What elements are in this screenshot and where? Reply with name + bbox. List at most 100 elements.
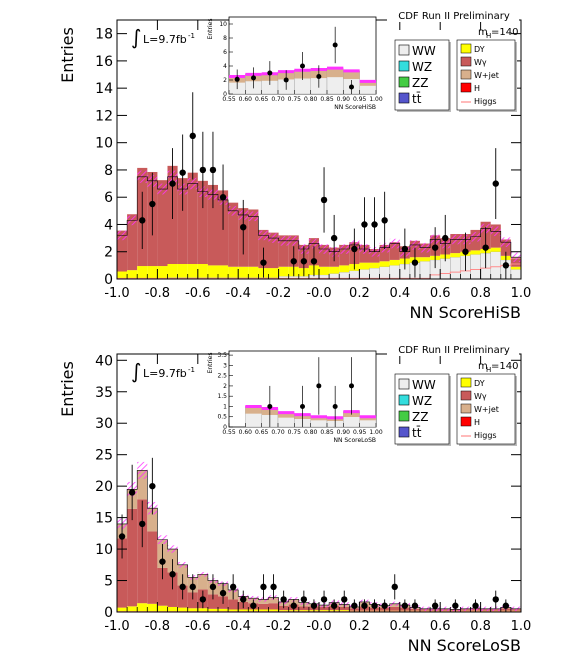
inset-y-tick-label-4: 8 (223, 35, 227, 42)
bin-wgamma-27 (390, 607, 400, 611)
data-point-31 (452, 603, 458, 609)
legend-swatch-r0 (461, 44, 471, 53)
inset-data-point-4 (300, 64, 305, 69)
inset-x-tick-label-1: 0.60 (239, 429, 253, 436)
inset-y-tick-label-1: 0.5 (217, 414, 227, 421)
x-tick-label-7: 0.4 (389, 286, 410, 301)
inset-y-tick-label-0: 0 (223, 91, 227, 98)
legend-swatch-r1 (461, 391, 471, 400)
bin-dy-5 (168, 607, 178, 611)
legend-swatch-0 (399, 45, 409, 55)
inset-data-point-2 (316, 383, 321, 388)
data-point-4 (159, 558, 165, 564)
data-point-12 (311, 258, 317, 264)
data-point-15 (351, 246, 357, 252)
inset-x-tick-label-4: 0.75 (288, 429, 302, 436)
bin-dy-11 (228, 267, 238, 278)
bin-wgamma-3 (147, 531, 157, 603)
inset-x-tick-label-7: 0.90 (337, 96, 351, 103)
x-tick-label-8: 0.6 (430, 286, 451, 301)
bin-dy-16 (279, 267, 289, 277)
legend-label-2: ZZ (412, 410, 428, 424)
data-point-29 (412, 603, 418, 609)
y-tick-label-6: 12 (95, 108, 113, 124)
inset-y-tick-label-0: 0 (223, 424, 227, 431)
x-axis-label: NN ScoreHiSB (410, 303, 521, 322)
y-tick-label-7: 14 (95, 81, 113, 97)
bin-dy-10 (218, 265, 228, 277)
inset-x-tick-label-5: 0.80 (304, 429, 318, 436)
bin-dy-33 (450, 253, 460, 257)
bin-dy-25 (370, 263, 380, 268)
data-point-1 (149, 201, 155, 207)
x-tick-label-9: 0.8 (470, 619, 491, 634)
inset-x-tick-label-8: 0.95 (353, 429, 367, 436)
bin-dy-39 (511, 267, 521, 270)
bin-ww-30 (420, 261, 430, 279)
bin-ww-26 (380, 267, 390, 279)
x-tick-label-7: 0.4 (389, 619, 410, 634)
legend-swatch-2 (399, 77, 409, 87)
x-tick-label-2: -0.6 (185, 619, 210, 634)
x-tick-label-3: -0.4 (226, 286, 251, 301)
data-point-19 (311, 603, 317, 609)
inset-data-point-7 (349, 85, 354, 90)
data-point-16 (280, 596, 286, 602)
data-point-3 (149, 483, 155, 489)
data-point-2 (169, 180, 175, 186)
bin-dy-12 (238, 609, 248, 611)
data-point-5 (200, 167, 206, 173)
bin-dy-8 (198, 264, 208, 278)
x-tick-label-1: -0.8 (145, 286, 170, 301)
bin-dy-3 (147, 266, 157, 278)
inset-x-tick-label-6: 0.85 (320, 96, 334, 103)
data-point-26 (503, 262, 509, 268)
data-point-10 (291, 258, 297, 264)
legend-label-1: WZ (412, 394, 432, 408)
inset-y-axis-label: Entries (207, 19, 214, 40)
data-point-14 (260, 584, 266, 590)
integral-symbol: ∫ (131, 359, 141, 383)
legend-swatch-2 (399, 411, 409, 421)
bin-dy-0 (117, 272, 127, 279)
data-point-3 (179, 169, 185, 175)
bin-dy-13 (248, 267, 258, 278)
bin-dy-2 (137, 266, 147, 278)
x-tick-label-4: -0.2 (266, 619, 291, 634)
bin-dy-9 (208, 609, 218, 612)
data-point-17 (371, 221, 377, 227)
inset-x-tick-label-7: 0.90 (337, 429, 351, 436)
x-axis-label: NN ScoreLoSB (408, 636, 521, 655)
legend-swatch-r3 (461, 83, 471, 92)
data-point-2 (139, 521, 145, 527)
bin-dy-4 (157, 266, 167, 278)
x-tick-label-6: 0.2 (349, 619, 370, 634)
inset-data-point-1 (251, 75, 256, 80)
bin-dy-27 (390, 260, 400, 265)
bin-dy-35 (471, 250, 481, 254)
data-point-0 (139, 217, 145, 223)
data-point-33 (493, 596, 499, 602)
data-point-20 (321, 596, 327, 602)
legend-label-0: WW (412, 378, 436, 392)
bin-ww-32 (440, 259, 450, 279)
chart-title: CDF Run II Preliminary (398, 345, 510, 356)
data-point-13 (321, 197, 327, 203)
data-point-25 (493, 180, 499, 186)
bin-dy-1 (127, 270, 137, 278)
data-point-30 (432, 603, 438, 609)
bin-dy-9 (208, 265, 218, 277)
bin-dy-21 (329, 267, 339, 274)
data-point-5 (169, 571, 175, 577)
legend-label-r4: Higgs (474, 97, 497, 106)
x-tick-label-4: -0.2 (266, 286, 291, 301)
data-point-17 (291, 603, 297, 609)
y-tick-label-0: 0 (104, 272, 113, 288)
bin-dy-10 (218, 609, 228, 612)
y-tick-label-4: 20 (95, 479, 113, 495)
bin-dy-6 (178, 608, 188, 612)
